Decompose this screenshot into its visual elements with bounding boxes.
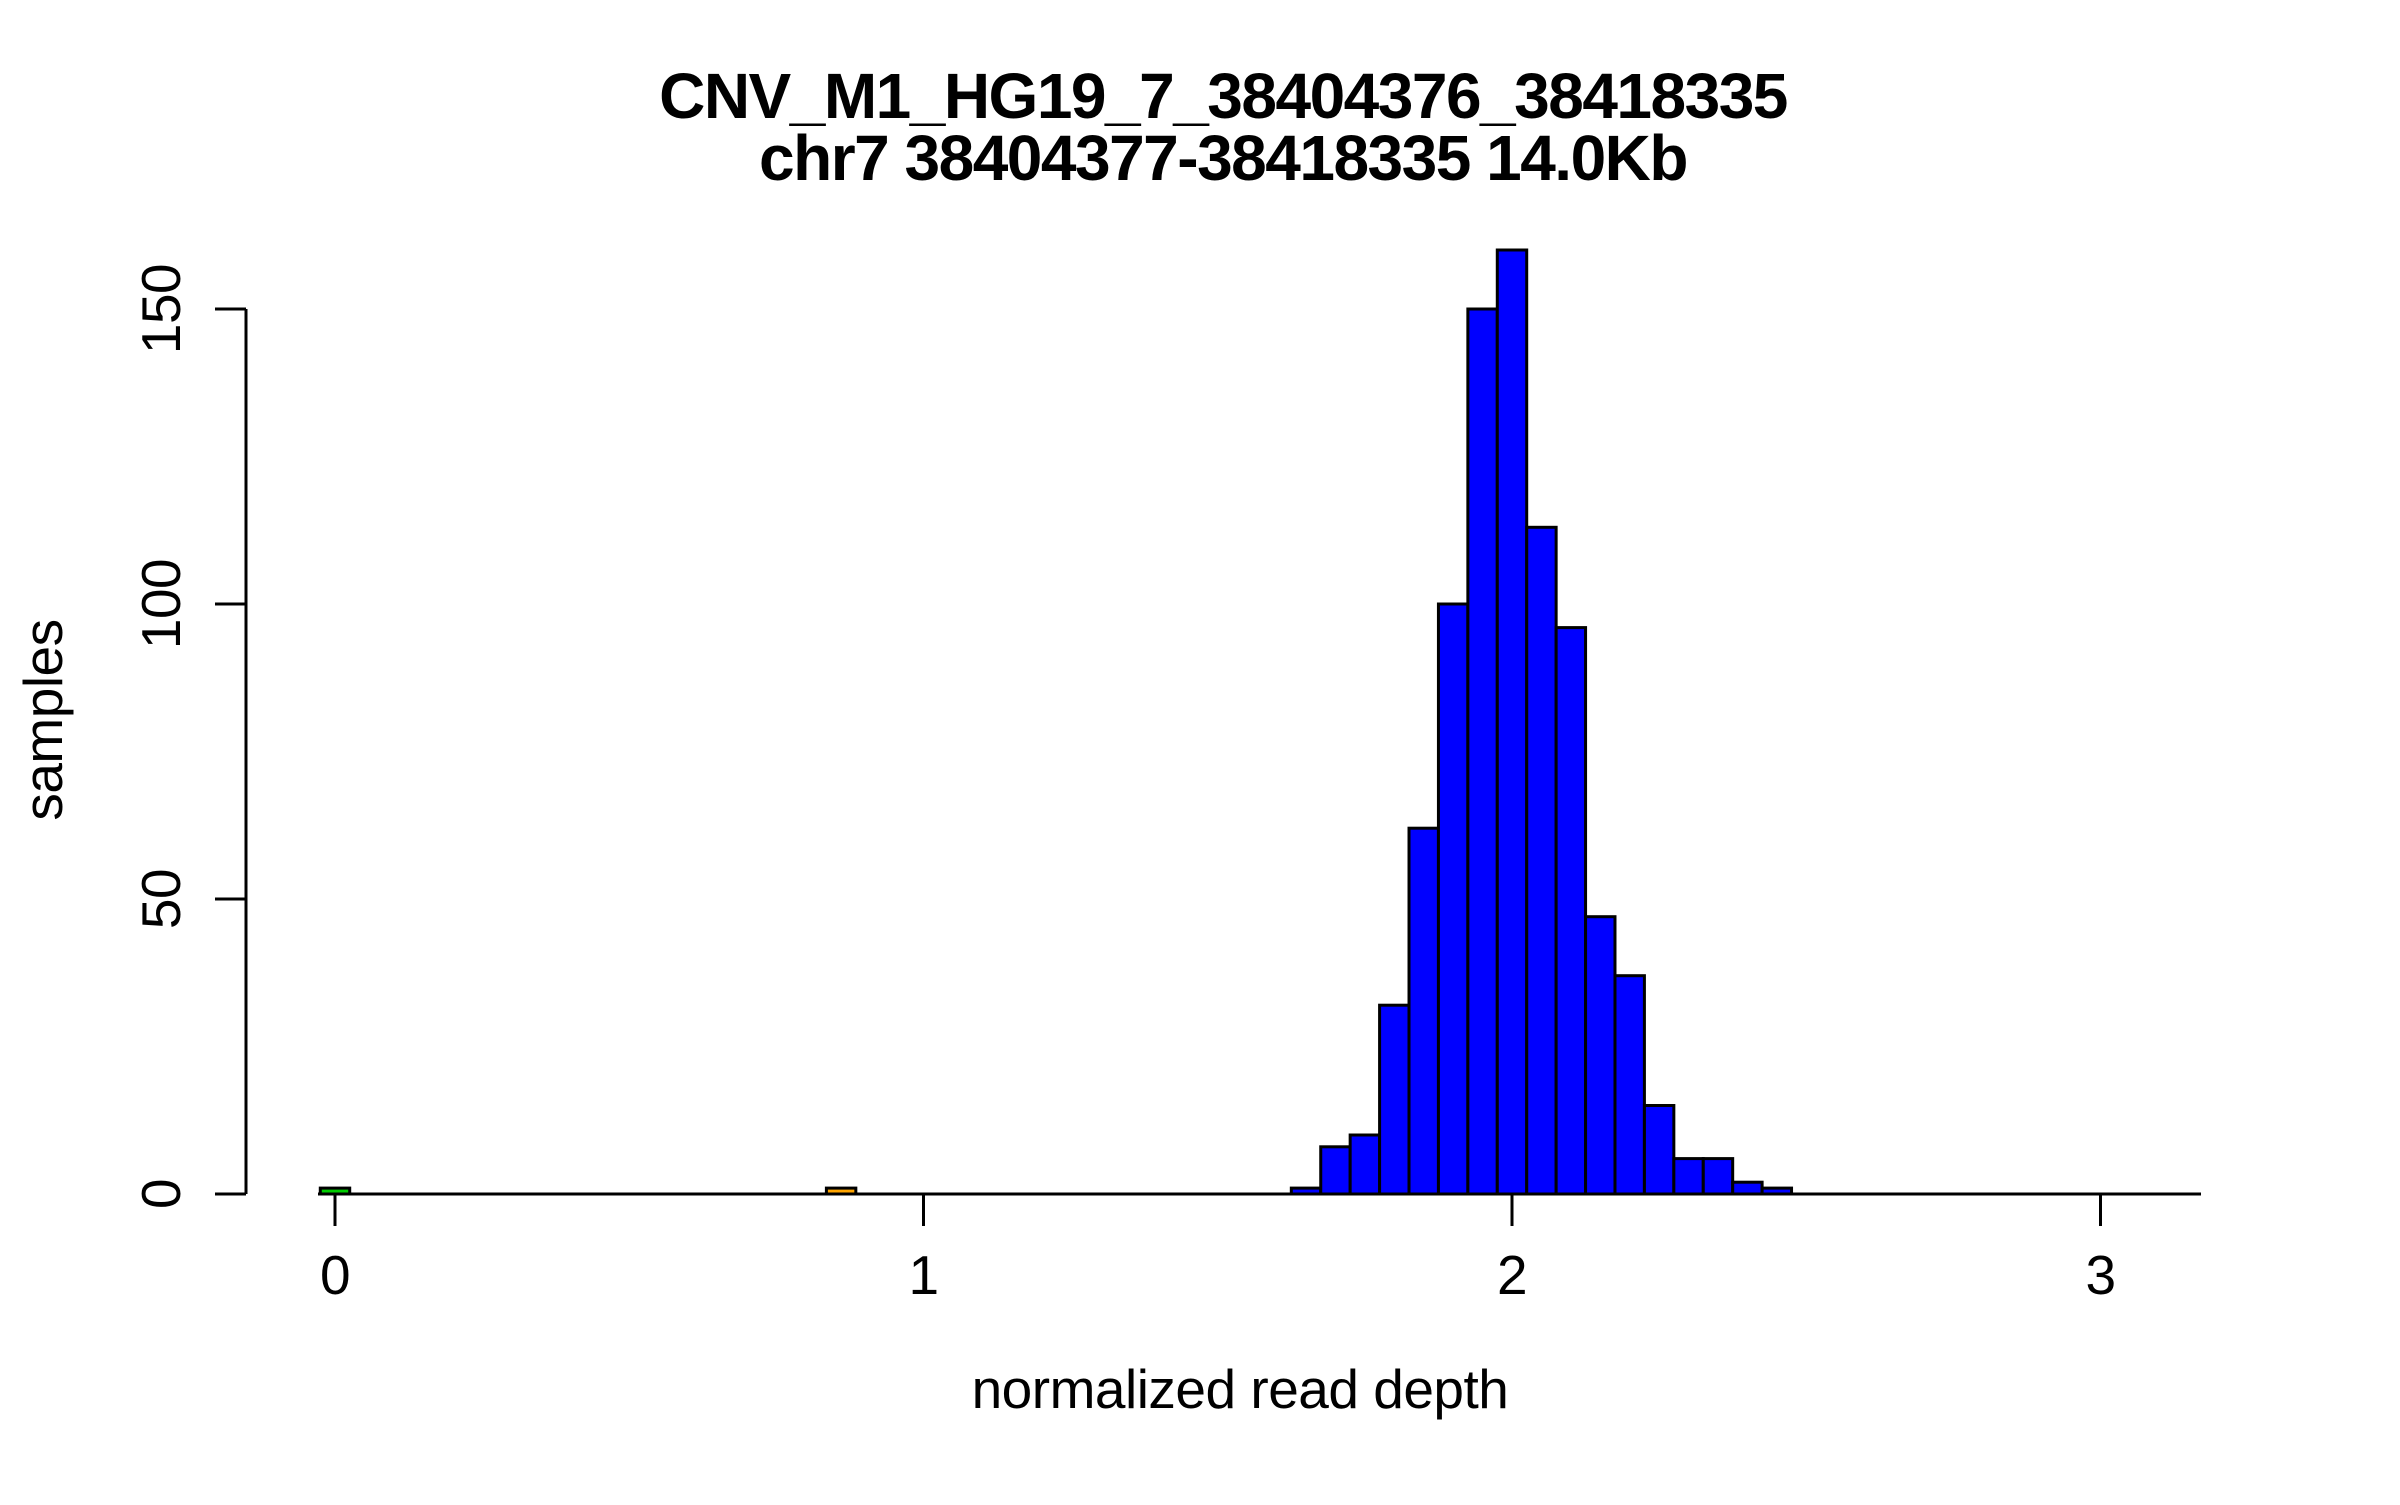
histogram-bar xyxy=(1613,974,1646,1196)
histogram-bar xyxy=(1672,1157,1705,1196)
axes-layer: 0 1 2 3 0 50 100 150 xyxy=(130,264,2201,1306)
histogram-bar xyxy=(1701,1157,1735,1196)
x-tick-label: 3 xyxy=(2085,1244,2115,1306)
histogram-bar xyxy=(1554,626,1588,1196)
histogram-bar xyxy=(1407,826,1440,1196)
histogram-bar xyxy=(1760,1186,1794,1196)
x-tick-label: 1 xyxy=(908,1244,938,1306)
histogram-bar xyxy=(1436,602,1470,1196)
y-axis-label: samples xyxy=(12,619,74,820)
y-tick-label: 100 xyxy=(130,559,192,649)
histogram-bar xyxy=(318,1186,352,1196)
histogram-bar xyxy=(1584,915,1617,1196)
histogram-bar xyxy=(1525,525,1558,1196)
x-axis-label: normalized read depth xyxy=(972,1358,1509,1420)
histogram-bar xyxy=(1731,1180,1764,1196)
x-tick-label: 0 xyxy=(320,1244,350,1306)
histogram-bar xyxy=(1495,248,1529,1196)
y-tick-label: 50 xyxy=(130,869,192,929)
histogram-bar xyxy=(1289,1186,1323,1196)
histogram-bar xyxy=(1348,1133,1382,1196)
histogram-bar xyxy=(1642,1104,1676,1196)
x-tick-label: 2 xyxy=(1497,1244,1527,1306)
histogram-bar xyxy=(824,1186,858,1196)
y-tick-label: 0 xyxy=(130,1179,192,1209)
bars-layer xyxy=(318,248,1794,1196)
chart-title-line2: chr7 38404377-38418335 14.0Kb xyxy=(759,122,1687,194)
chart-title-line1: CNV_M1_HG19_7_38404376_38418335 xyxy=(659,60,1787,132)
histogram-bar xyxy=(1466,307,1499,1196)
y-tick-label: 150 xyxy=(130,264,192,354)
histogram-bar xyxy=(1378,1003,1411,1196)
histogram-bar xyxy=(1319,1145,1352,1196)
